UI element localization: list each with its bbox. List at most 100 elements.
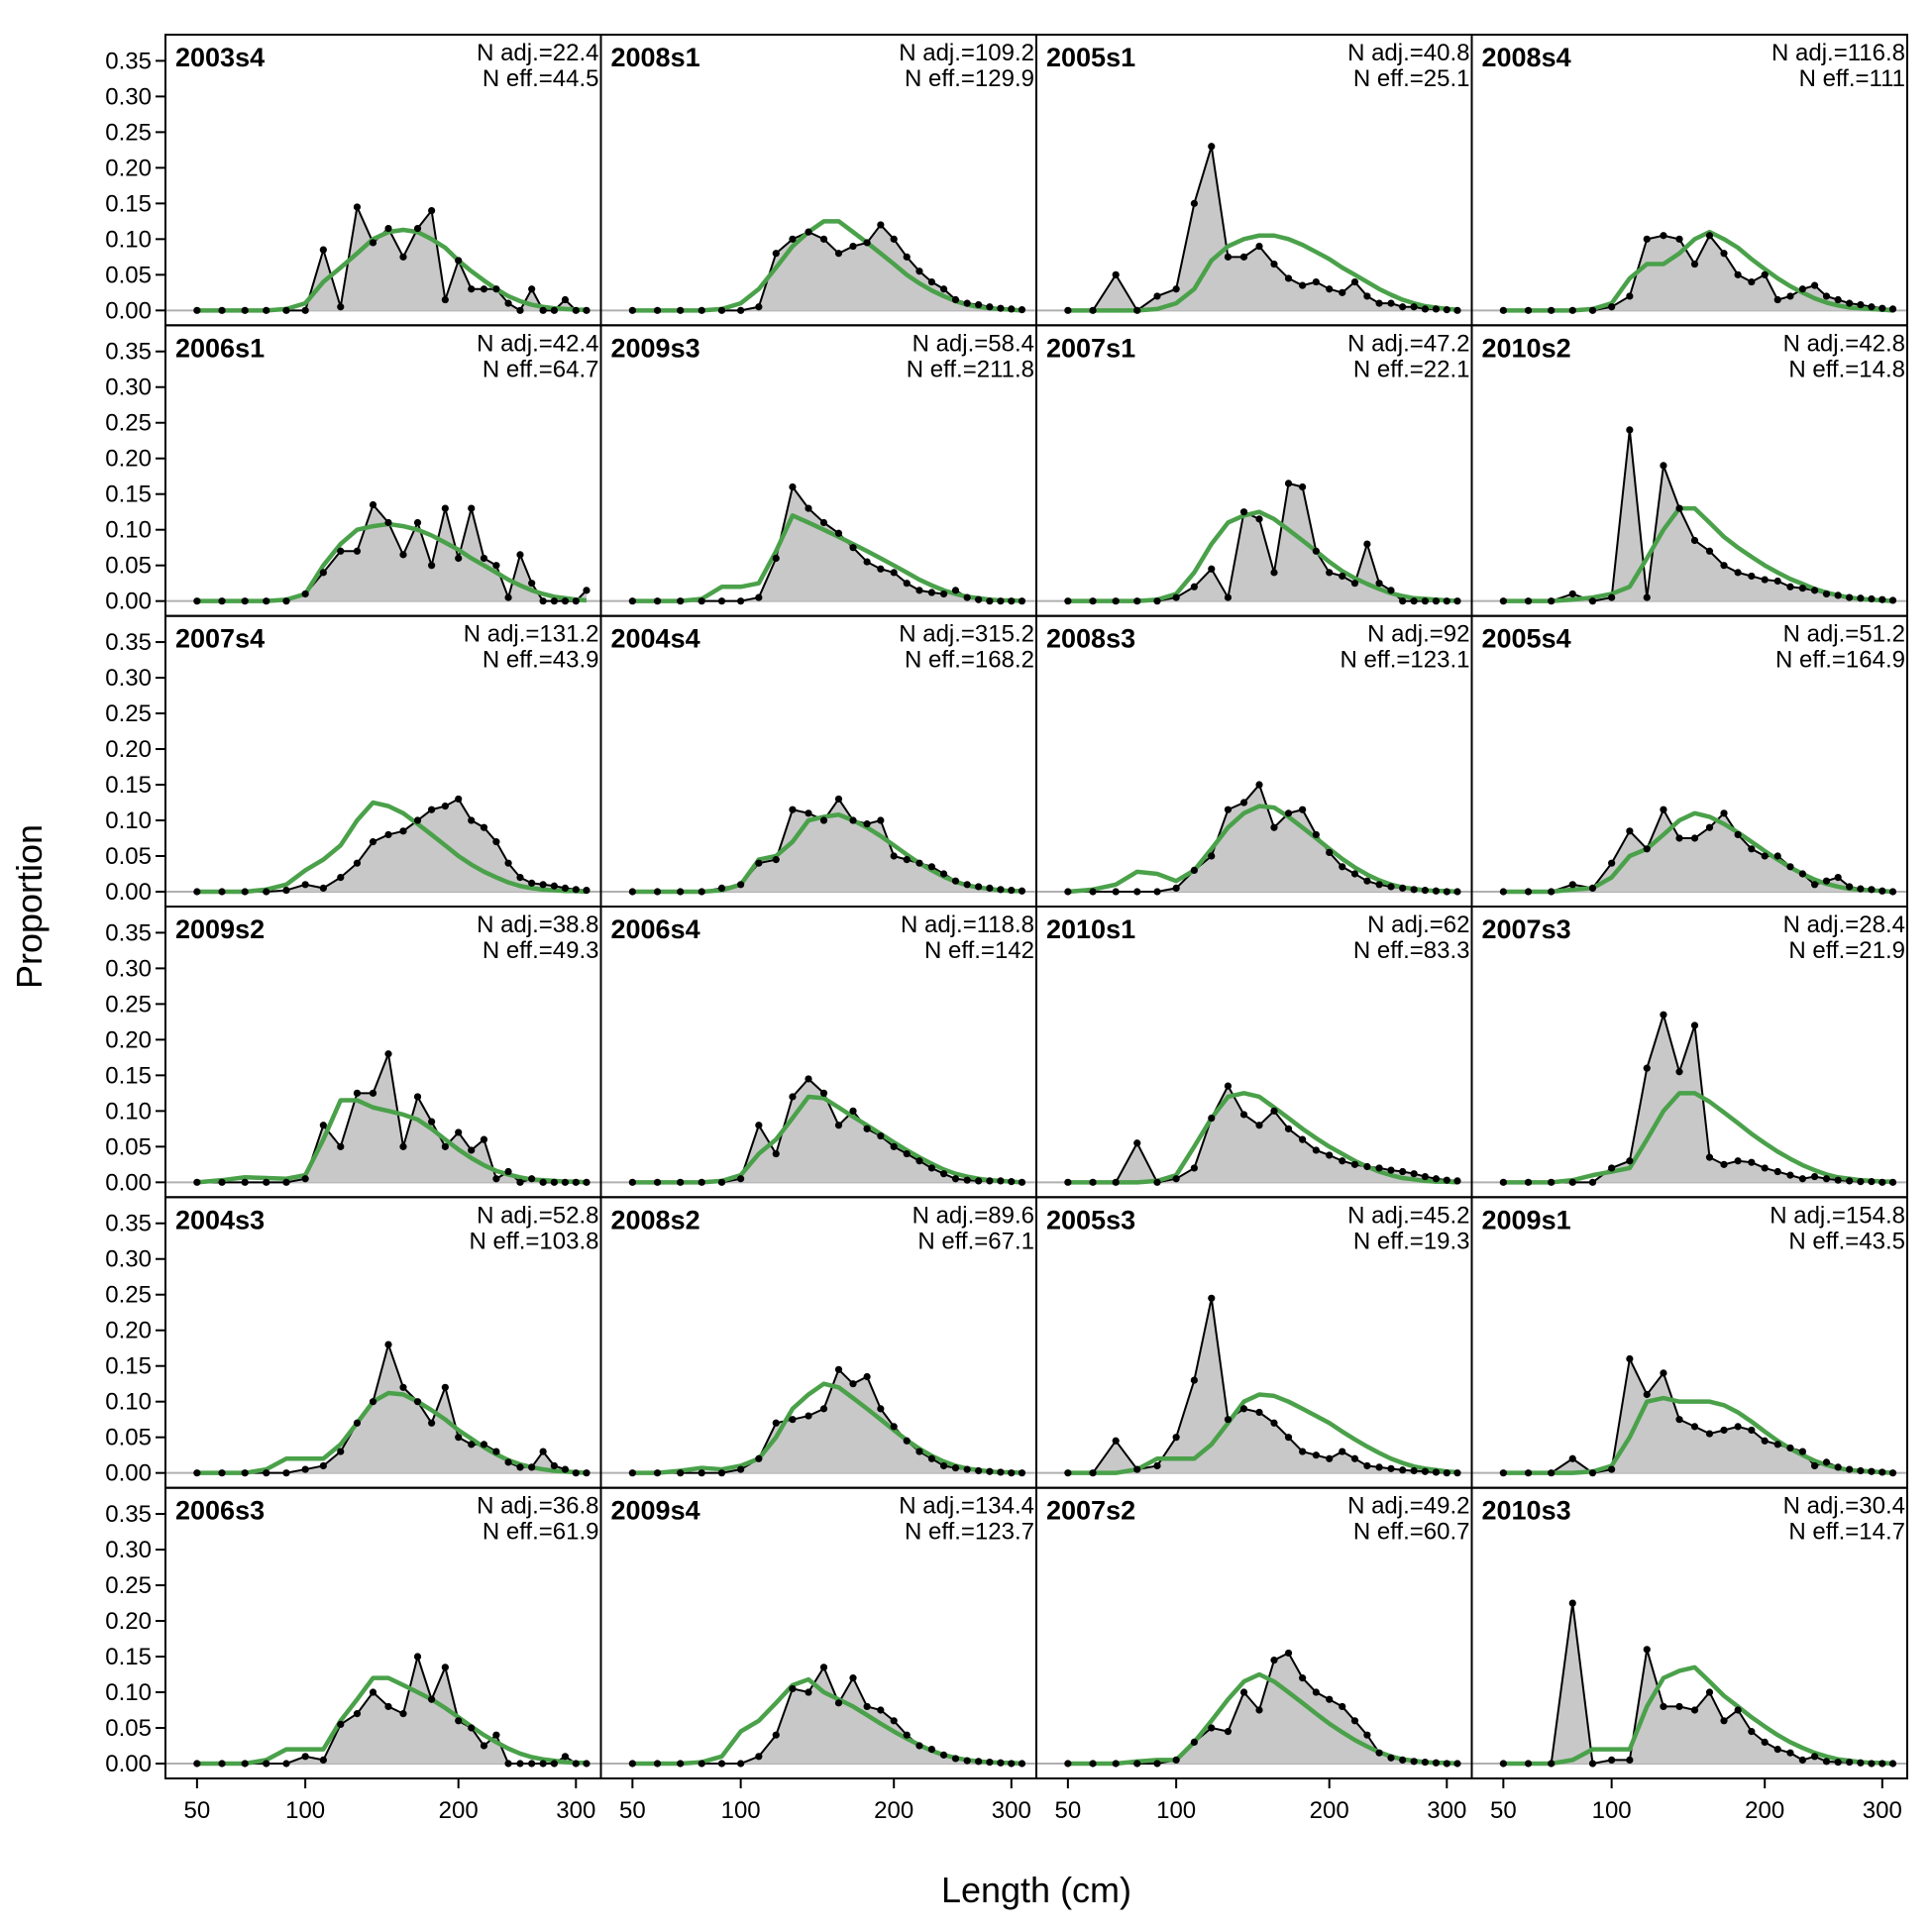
observed-point (1660, 1702, 1667, 1711)
observed-point (834, 795, 843, 804)
observed-point (1499, 1178, 1507, 1186)
observed-point (997, 1177, 1005, 1185)
observed-point (572, 597, 580, 605)
observed-point (877, 816, 885, 824)
observed-point (1734, 1706, 1742, 1714)
y-tick-label: 0.20 (105, 1608, 152, 1635)
observed-point (1798, 1175, 1807, 1183)
observed-point (572, 886, 580, 894)
observed-point (1133, 1139, 1141, 1147)
x-tick-label: 200 (1745, 1797, 1784, 1824)
panel-2006s3: 2006s3 N adj.=36.8N eff.=61.9 (164, 1486, 602, 1779)
observed-point (975, 883, 983, 891)
expected-line (1067, 233, 1458, 313)
n-adj-label: N adj.=30.4 (1783, 1493, 1905, 1520)
observed-point (1312, 1451, 1320, 1459)
expected-line (632, 1381, 1022, 1475)
observed-point (1675, 235, 1683, 243)
panel-label: 2010s2 (1482, 333, 1571, 363)
observed-point (1878, 1468, 1886, 1476)
observed-point (516, 1178, 524, 1186)
n-adj-label: N adj.=154.8 (1770, 1202, 1905, 1229)
observed-point (1064, 306, 1072, 314)
observed-point (516, 551, 524, 559)
observed-point (1810, 587, 1819, 594)
observed-point (698, 888, 705, 896)
observed-point (772, 1731, 780, 1739)
y-tick-label: 0.10 (105, 1389, 152, 1416)
observed-point (903, 580, 911, 588)
observed-point (963, 881, 971, 889)
observed-point (805, 228, 812, 236)
panel-label: 2007s2 (1046, 1496, 1135, 1526)
panel-label: 2003s4 (175, 43, 265, 72)
observed-point (1112, 888, 1120, 896)
observed-point (677, 1178, 685, 1186)
x-tick-label: 200 (439, 1797, 479, 1824)
observed-point (468, 1441, 476, 1449)
observed-point (399, 1710, 407, 1718)
observed-point (1798, 1448, 1807, 1455)
y-axis-title: Proportion (9, 824, 50, 989)
observed-point (903, 1731, 911, 1739)
observed-point (1421, 886, 1429, 895)
y-tick-label: 0.15 (105, 1062, 152, 1089)
observed-point (441, 295, 449, 304)
observed-point (877, 1706, 885, 1714)
observed-point (516, 306, 524, 314)
observed-point (1868, 886, 1876, 894)
observed-point (1499, 1760, 1507, 1768)
observed-point (677, 1469, 685, 1477)
observed-point (1224, 1728, 1233, 1736)
x-tick-label: 50 (1490, 1797, 1517, 1824)
observed-point (428, 1118, 436, 1126)
observed-point (1190, 1164, 1198, 1172)
n-eff-label: N eff.=123.7 (905, 1519, 1034, 1546)
observed-point (1421, 597, 1429, 605)
panel-grid: 2003s4 N adj.=22.4N eff.=44.5 2006s1 N adj.… (105, 34, 1908, 1824)
y-tick-label: 0.10 (105, 1098, 152, 1125)
observed-point (1133, 1760, 1141, 1768)
observed-point (319, 1756, 327, 1765)
observed-point (1720, 250, 1728, 258)
observed-point (1822, 1175, 1831, 1183)
observed-point (805, 504, 812, 512)
observed-point (1239, 253, 1248, 261)
observed-point (1660, 805, 1667, 813)
n-eff-label: N eff.=64.7 (483, 356, 599, 382)
observed-point (1499, 597, 1507, 605)
y-tick-label: 0.10 (105, 1679, 152, 1706)
observed-point (1153, 292, 1161, 300)
observed-point (628, 306, 636, 314)
observed-point (1499, 888, 1507, 896)
observed-point (384, 1702, 392, 1711)
observed-point (915, 587, 923, 594)
observed-point (1064, 1469, 1072, 1477)
observed-point (863, 1372, 871, 1381)
observed-point (963, 1176, 971, 1184)
observed-point (384, 830, 392, 839)
observed-point (399, 253, 407, 261)
observed-point (1720, 1160, 1728, 1168)
observed-point (1339, 288, 1346, 296)
expected-line (1067, 1091, 1458, 1185)
observed-point (986, 1177, 994, 1185)
observed-point (1690, 536, 1699, 545)
observed-point (1705, 232, 1714, 240)
observed-point (789, 483, 797, 491)
observed-point (1786, 1171, 1794, 1179)
observed-point (1453, 306, 1461, 314)
observed-point (677, 888, 685, 896)
observed-point (1432, 1759, 1441, 1767)
observed-point (986, 303, 994, 311)
observed-point (717, 1178, 726, 1186)
observed-point (975, 595, 983, 603)
observed-point (1608, 1756, 1616, 1765)
n-adj-label: N adj.=22.4 (477, 40, 598, 66)
observed-point (193, 1760, 201, 1768)
observed-point (218, 1469, 226, 1477)
observed-point (927, 863, 936, 871)
observed-point (903, 253, 911, 261)
panel-label: 2008s1 (611, 43, 700, 72)
observed-point (561, 884, 570, 893)
